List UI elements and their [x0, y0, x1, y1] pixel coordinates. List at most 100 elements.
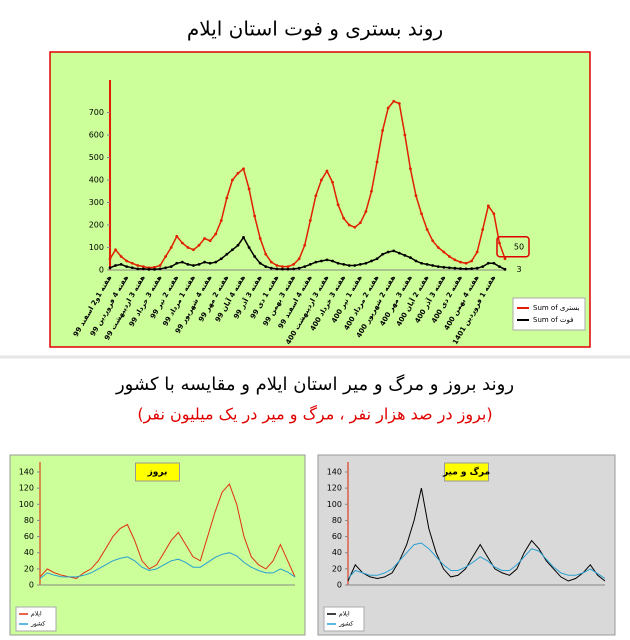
point [320, 259, 323, 263]
point [425, 228, 429, 231]
point [230, 178, 234, 182]
point [431, 264, 435, 267]
point [180, 260, 184, 264]
point [269, 260, 273, 264]
point [275, 264, 279, 267]
heading: روند بروز و مرگ و میر استان ایلام و مقای… [115, 374, 514, 395]
point [331, 259, 334, 263]
y-tick-label: 100 [89, 243, 104, 252]
point [130, 261, 134, 265]
point [447, 266, 451, 270]
point [397, 251, 401, 255]
point [453, 266, 457, 270]
y-tick-label: 120 [19, 484, 34, 493]
point [114, 248, 117, 252]
subheading: (بروز در صد هزار نفر ، مرگ و میر در یک م… [137, 405, 492, 425]
point [242, 235, 245, 239]
point [414, 194, 418, 198]
point [342, 262, 346, 266]
chart-title: روند بستری و فوت استان ایلام [187, 17, 443, 41]
point [153, 265, 156, 269]
series-line [39, 552, 296, 579]
y-tick-label: 140 [327, 468, 342, 477]
point [308, 262, 312, 266]
title-box [444, 462, 489, 482]
point [197, 262, 201, 266]
series-line [347, 542, 606, 579]
point [375, 257, 379, 261]
y-tick-label: 20 [24, 564, 34, 573]
y-tick-label: 120 [327, 484, 342, 493]
point [253, 255, 257, 258]
point [370, 189, 373, 193]
legend-label: کشور [30, 621, 45, 628]
point [353, 225, 357, 229]
point [336, 261, 340, 265]
point [403, 253, 407, 257]
point [197, 243, 201, 247]
point [442, 250, 446, 254]
point [242, 167, 245, 171]
point [203, 260, 206, 264]
point [286, 265, 290, 269]
point [503, 257, 507, 261]
chart-title: بروز [147, 468, 168, 478]
point [425, 262, 429, 266]
point [236, 171, 240, 175]
point [292, 262, 295, 266]
point [281, 265, 284, 269]
point [403, 133, 407, 137]
point [253, 214, 257, 218]
point [459, 267, 462, 271]
point [414, 259, 418, 263]
point [125, 259, 129, 263]
point [492, 261, 496, 265]
point [175, 234, 179, 238]
point [453, 258, 457, 262]
point [164, 255, 168, 258]
y-tick-label: 0 [337, 581, 342, 590]
point [275, 267, 279, 271]
point [264, 265, 268, 269]
point [175, 261, 179, 265]
point [141, 267, 145, 271]
chart-frame [317, 454, 616, 636]
point [486, 261, 490, 265]
point [436, 265, 440, 269]
point [164, 266, 168, 270]
point [214, 260, 218, 264]
point [347, 264, 351, 267]
point [358, 262, 362, 266]
point [325, 258, 329, 262]
point [180, 241, 184, 245]
point [492, 212, 496, 216]
point [225, 196, 229, 200]
point [192, 248, 195, 252]
point [264, 252, 268, 256]
point [331, 180, 334, 184]
point [147, 267, 151, 271]
point [286, 267, 290, 271]
point [158, 267, 162, 271]
legend-label: Sum of فوت [533, 316, 573, 324]
point [358, 221, 362, 225]
point [119, 255, 123, 258]
point [203, 237, 206, 240]
point [219, 219, 223, 222]
point [192, 264, 195, 267]
legend-label: ایلام [339, 611, 350, 618]
point [475, 266, 479, 270]
y-tick-label: 700 [89, 108, 104, 117]
point [136, 264, 140, 267]
point [436, 246, 440, 249]
point [108, 257, 112, 261]
highlight-box [496, 236, 530, 258]
point [481, 228, 485, 231]
point [447, 255, 451, 258]
point [258, 261, 262, 265]
point [364, 210, 368, 213]
point [353, 264, 357, 267]
point [281, 267, 284, 271]
point [342, 216, 346, 220]
point [141, 265, 145, 269]
